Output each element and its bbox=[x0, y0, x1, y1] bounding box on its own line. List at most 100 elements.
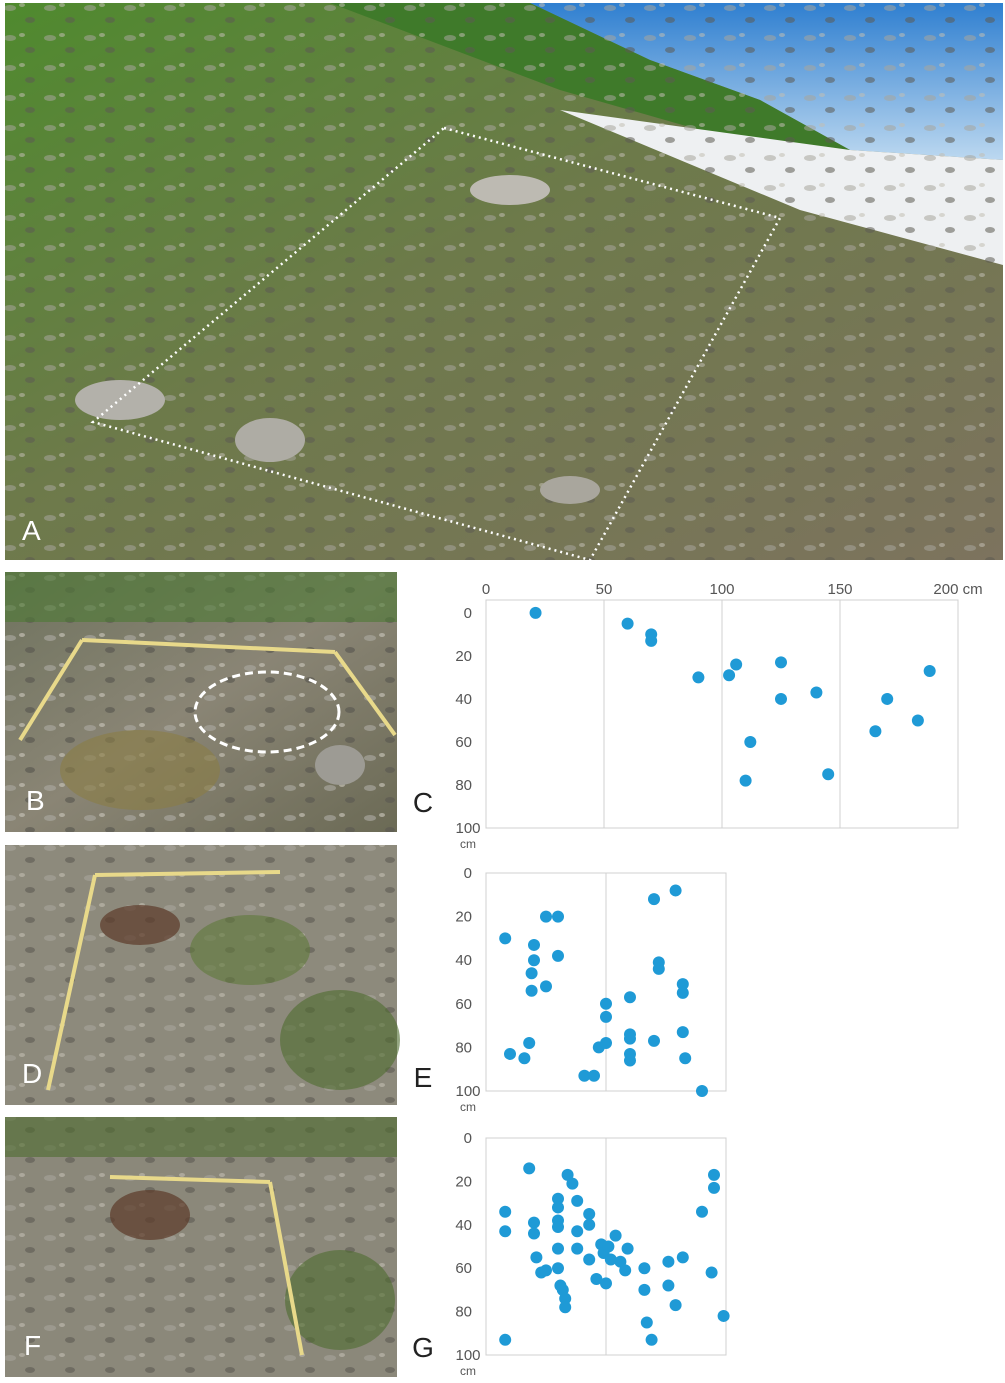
point bbox=[600, 1011, 612, 1023]
point bbox=[571, 1195, 583, 1207]
point bbox=[583, 1254, 595, 1266]
point bbox=[583, 1219, 595, 1231]
point bbox=[645, 635, 657, 647]
point bbox=[662, 1280, 674, 1292]
point bbox=[523, 1162, 535, 1174]
point bbox=[718, 1310, 730, 1322]
point bbox=[583, 1208, 595, 1220]
point bbox=[646, 1334, 658, 1346]
point bbox=[677, 987, 689, 999]
point bbox=[648, 893, 660, 905]
figure: A B D F 050100150200 cm020406080100cmC02… bbox=[0, 0, 1005, 1378]
point bbox=[624, 991, 636, 1003]
point bbox=[526, 985, 538, 997]
point bbox=[706, 1267, 718, 1279]
point bbox=[730, 659, 742, 671]
y-tick-label: 40 bbox=[455, 952, 472, 969]
point bbox=[552, 950, 564, 962]
point bbox=[523, 1037, 535, 1049]
y-tick-label: 20 bbox=[455, 909, 472, 926]
point bbox=[662, 1256, 674, 1268]
point bbox=[504, 1048, 516, 1060]
x-tick-label: 150 bbox=[827, 581, 852, 598]
point bbox=[528, 954, 540, 966]
point bbox=[912, 714, 924, 726]
point bbox=[670, 884, 682, 896]
photo-f bbox=[5, 1117, 397, 1377]
point bbox=[624, 1033, 636, 1045]
point bbox=[622, 1243, 634, 1255]
point bbox=[528, 1227, 540, 1239]
y-tick-label: 80 bbox=[455, 1039, 472, 1056]
point bbox=[559, 1301, 571, 1313]
x-tick-label: 0 bbox=[482, 581, 490, 598]
point bbox=[723, 669, 735, 681]
point bbox=[653, 963, 665, 975]
point bbox=[670, 1299, 682, 1311]
y-tick-label: 60 bbox=[455, 996, 472, 1013]
point bbox=[540, 911, 552, 923]
point bbox=[775, 656, 787, 668]
y-tick-label: 80 bbox=[455, 1304, 472, 1321]
point bbox=[775, 693, 787, 705]
point bbox=[602, 1241, 614, 1253]
point bbox=[552, 911, 564, 923]
point bbox=[588, 1070, 600, 1082]
point bbox=[499, 1206, 511, 1218]
point bbox=[696, 1085, 708, 1097]
y-tick-label: 20 bbox=[455, 1173, 472, 1190]
y-tick-label: 60 bbox=[455, 1260, 472, 1277]
panel-label: G bbox=[412, 1332, 434, 1363]
point bbox=[566, 1178, 578, 1190]
y-tick-label: 40 bbox=[455, 691, 472, 708]
y-tick-label: 0 bbox=[464, 865, 472, 882]
y-tick-label: 80 bbox=[455, 777, 472, 794]
point bbox=[499, 932, 511, 944]
point bbox=[528, 939, 540, 951]
y-tick-label: 60 bbox=[455, 734, 472, 751]
point bbox=[740, 775, 752, 787]
point bbox=[744, 736, 756, 748]
point bbox=[526, 967, 538, 979]
point bbox=[708, 1182, 720, 1194]
point bbox=[530, 1251, 542, 1263]
panel-label: E bbox=[414, 1062, 433, 1093]
point bbox=[619, 1264, 631, 1276]
point bbox=[622, 618, 634, 630]
point bbox=[600, 1037, 612, 1049]
photo-label: A bbox=[22, 515, 41, 546]
photo-d bbox=[5, 845, 400, 1105]
x-tick-label: 50 bbox=[596, 581, 613, 598]
point bbox=[638, 1284, 650, 1296]
point bbox=[600, 998, 612, 1010]
point bbox=[924, 665, 936, 677]
photo-b bbox=[5, 572, 397, 832]
point bbox=[881, 693, 893, 705]
point bbox=[552, 1262, 564, 1274]
point bbox=[638, 1262, 650, 1274]
point bbox=[540, 1264, 552, 1276]
point bbox=[679, 1052, 691, 1064]
point bbox=[677, 1251, 689, 1263]
point bbox=[869, 725, 881, 737]
point bbox=[696, 1206, 708, 1218]
point bbox=[610, 1230, 622, 1242]
point bbox=[552, 1243, 564, 1255]
point bbox=[518, 1052, 530, 1064]
point bbox=[641, 1316, 653, 1328]
y-tick-label: 0 bbox=[464, 1130, 472, 1147]
photo-label: F bbox=[24, 1330, 41, 1361]
point bbox=[540, 980, 552, 992]
x-tick-label: 200 cm bbox=[933, 581, 982, 598]
x-tick-label: 100 bbox=[709, 581, 734, 598]
photo-label: D bbox=[22, 1058, 42, 1089]
point bbox=[822, 768, 834, 780]
point bbox=[810, 686, 822, 698]
point bbox=[528, 1217, 540, 1229]
photo-label: B bbox=[26, 785, 45, 816]
point bbox=[552, 1221, 564, 1233]
point bbox=[624, 1054, 636, 1066]
